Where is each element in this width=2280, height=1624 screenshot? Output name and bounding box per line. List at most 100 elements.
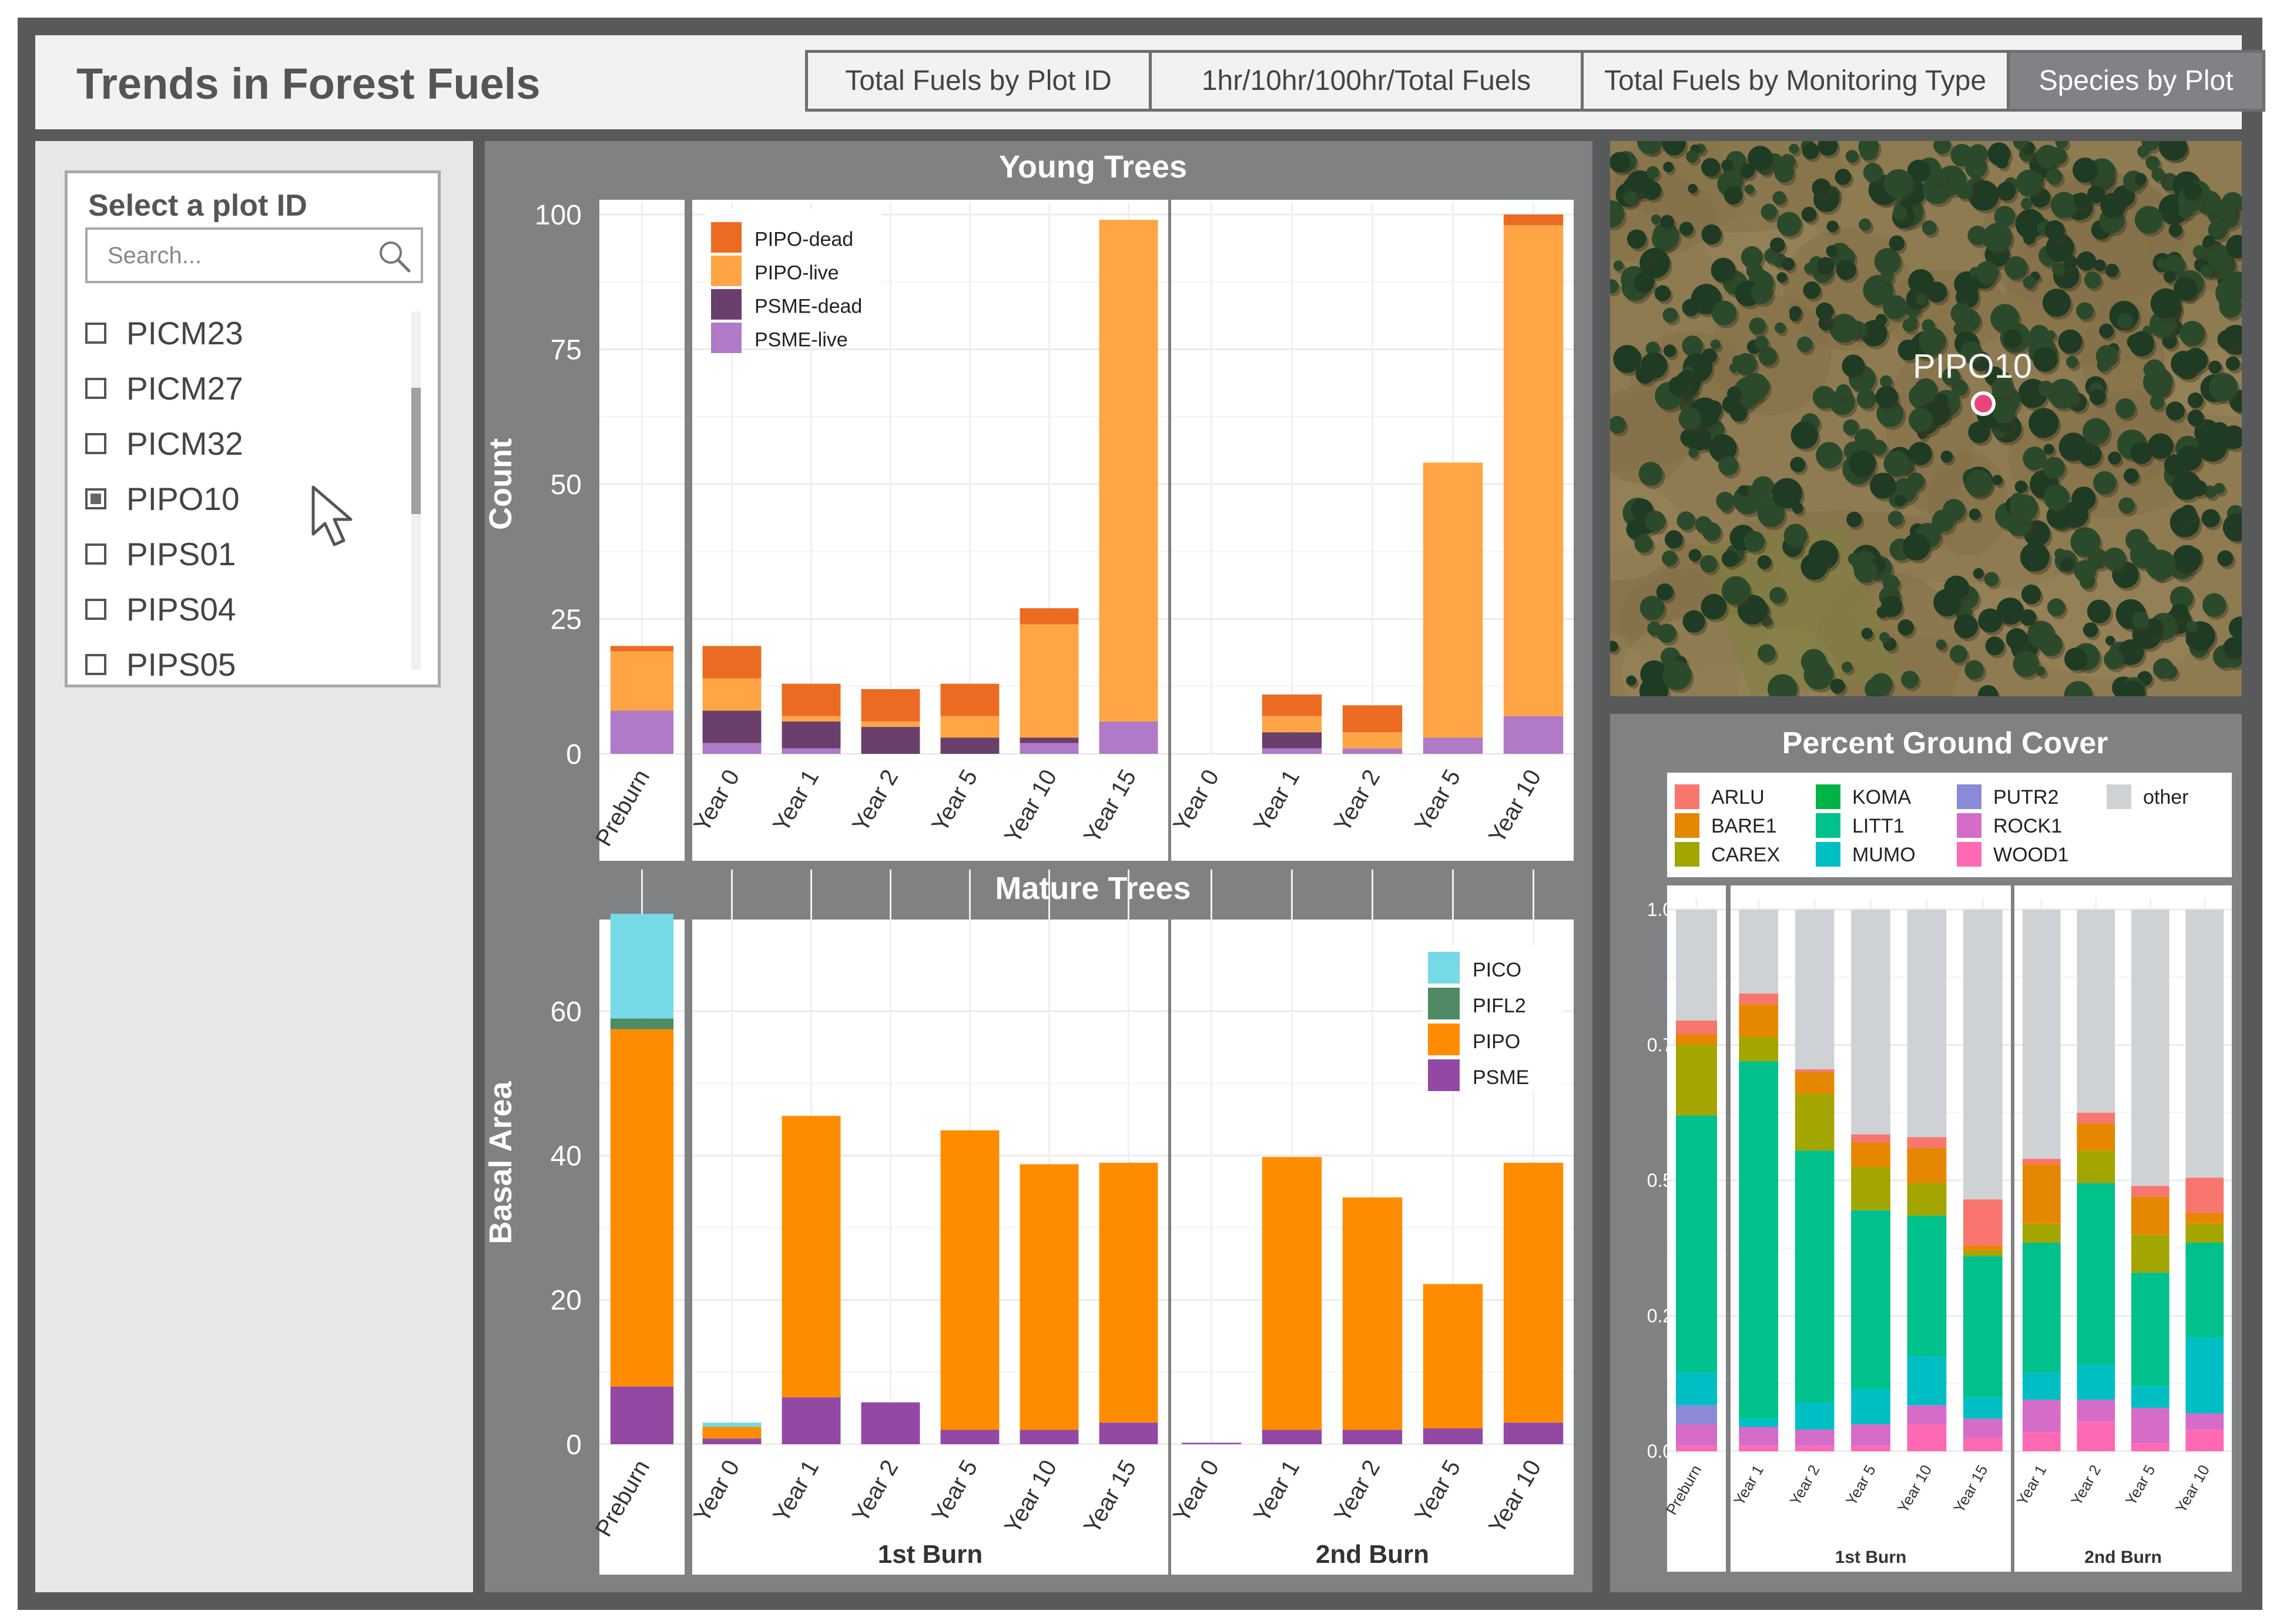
- bar-segment-pipo-live: [1342, 732, 1403, 749]
- bar-segment-arlu: [1963, 1199, 2003, 1246]
- bar-segment-arlu: [1851, 1134, 1890, 1143]
- tab-species-by-plot[interactable]: Species by Plot: [2007, 50, 2265, 112]
- checkbox[interactable]: [85, 599, 106, 620]
- bar-segment-pipo: [1423, 1284, 1483, 1428]
- bar-segment-wood1: [2131, 1443, 2170, 1451]
- search-icon[interactable]: [376, 238, 413, 274]
- bar-segment-arlu: [2185, 1177, 2224, 1213]
- legend-label: PICO: [1473, 959, 1521, 981]
- search-box: [85, 227, 423, 283]
- map-marker-icon[interactable]: [1969, 389, 1998, 418]
- bar-segment-pipo: [1099, 1163, 1158, 1423]
- bar-segment-carex: [1963, 1250, 2003, 1257]
- bar-segment-other: [1851, 910, 1890, 1135]
- bar-segment-psme-live: [1262, 748, 1322, 754]
- search-input[interactable]: [90, 232, 360, 279]
- bar-segment-pipo-live: [702, 678, 762, 711]
- tab-total-fuels-by-monitoring-type[interactable]: Total Fuels by Monitoring Type: [1581, 50, 2010, 112]
- bar-segment-psme: [1423, 1428, 1483, 1444]
- bar-segment-psme: [1099, 1422, 1158, 1444]
- y-tick-label: 60: [551, 996, 582, 1028]
- bar-segment-pipo-live: [1423, 462, 1483, 738]
- legend-label: WOOD1: [1993, 844, 2068, 866]
- legend-label: CAREX: [1711, 844, 1780, 866]
- legend-swatch: [1675, 784, 1699, 809]
- bar-segment-wood1: [1739, 1445, 1779, 1451]
- bar-segment-psme: [1342, 1430, 1403, 1444]
- legend-label: PSME-dead: [755, 296, 862, 318]
- bar-segment-mumo: [1739, 1418, 1779, 1427]
- mouse-pointer-icon: [311, 485, 353, 546]
- map-imagery: [1610, 141, 2242, 696]
- selector-title: Select a plot ID: [88, 189, 307, 223]
- y-tick-label: 40: [551, 1141, 582, 1172]
- bar-segment-carex: [2131, 1234, 2170, 1273]
- bar-segment-other: [1795, 910, 1835, 1069]
- satellite-map[interactable]: PIPO10: [1610, 141, 2242, 696]
- checkbox[interactable]: [85, 323, 106, 344]
- bar-segment-wood1: [2022, 1432, 2061, 1451]
- legend-swatch: [2107, 784, 2131, 809]
- bar-segment-pifl2: [610, 1018, 674, 1029]
- bar-segment-rock1: [1676, 1424, 1717, 1446]
- bar-segment-pipo: [1342, 1197, 1403, 1430]
- legend-label: LITT1: [1852, 815, 1905, 837]
- plot-item-picm32[interactable]: PICM32: [85, 416, 391, 471]
- legend-swatch: [1428, 1024, 1460, 1055]
- plot-item-pips01[interactable]: PIPS01: [85, 526, 391, 582]
- bar-segment-wood1: [1795, 1445, 1835, 1451]
- checkbox[interactable]: [85, 654, 106, 675]
- checkbox[interactable]: [85, 378, 106, 399]
- y-tick-label: 20: [551, 1285, 582, 1316]
- bar-segment-psme: [782, 1397, 841, 1444]
- bar-segment-pipo: [940, 1130, 1000, 1430]
- bar-segment-bare1: [2131, 1196, 2170, 1235]
- bar-segment-rock1: [2185, 1413, 2224, 1430]
- legend-swatch: [711, 323, 742, 353]
- plot-item-picm27[interactable]: PICM27: [85, 361, 391, 416]
- plot-item-pips05[interactable]: PIPS05: [85, 637, 391, 692]
- checkbox[interactable]: [85, 433, 106, 454]
- bar-segment-other: [1676, 910, 1717, 1021]
- bar-segment-psme-live: [1099, 721, 1158, 754]
- tab-fuel-classes[interactable]: 1hr/10hr/100hr/Total Fuels: [1149, 50, 1584, 112]
- plot-item-picm23[interactable]: PICM23: [85, 306, 391, 361]
- plot-selector: Select a plot ID PICM23 PICM27 PICM32 PI…: [65, 170, 441, 687]
- bar-segment-wood1: [2185, 1430, 2224, 1451]
- map-marker-label: PIPO10: [1913, 347, 2033, 385]
- bar-segment-carex: [1907, 1183, 1947, 1216]
- legend-label: ARLU: [1711, 786, 1765, 808]
- bar-segment-psme: [702, 1438, 762, 1444]
- bar-segment-wood1: [2077, 1421, 2115, 1451]
- legend-swatch: [711, 256, 742, 286]
- facet-label: 1st Burn: [1835, 1548, 1907, 1567]
- bar-segment-putr2: [1676, 1405, 1717, 1424]
- bar-segment-bare1: [2185, 1213, 2224, 1224]
- bar-segment-psme: [861, 1402, 920, 1444]
- ground-cover-chart: Percent Ground Cover0.000.250.500.751.00…: [1647, 726, 2232, 1572]
- checkbox-checked[interactable]: [85, 488, 106, 509]
- bar-segment-rock1: [1739, 1427, 1779, 1446]
- bar-segment-wood1: [1963, 1437, 2003, 1451]
- header-bar: Trends in Forest Fuels Total Fuels by Pl…: [35, 35, 2265, 129]
- bar-segment-bare1: [1963, 1245, 2003, 1251]
- bar-segment-other: [2077, 910, 2115, 1113]
- y-tick-label: 0: [566, 739, 582, 770]
- chart-title: Young Trees: [999, 149, 1187, 184]
- checkbox[interactable]: [85, 543, 106, 565]
- legend-swatch: [1957, 842, 1981, 867]
- list-scrollbar[interactable]: [411, 311, 421, 670]
- plot-item-pips04[interactable]: PIPS04: [85, 582, 391, 637]
- legend-label: MUMO: [1852, 844, 1916, 866]
- scrollbar-thumb[interactable]: [411, 388, 421, 514]
- plot-item-label: PIPS04: [126, 591, 236, 628]
- plot-item-label: PICM32: [126, 425, 243, 462]
- bar-segment-litt1: [2131, 1272, 2170, 1387]
- plot-item-pipo10[interactable]: PIPO10: [85, 471, 391, 526]
- bar-segment-psme: [1503, 1422, 1564, 1444]
- tab-total-fuels-by-plot-id[interactable]: Total Fuels by Plot ID: [805, 50, 1152, 112]
- bar-segment-pipo-live: [1099, 220, 1158, 722]
